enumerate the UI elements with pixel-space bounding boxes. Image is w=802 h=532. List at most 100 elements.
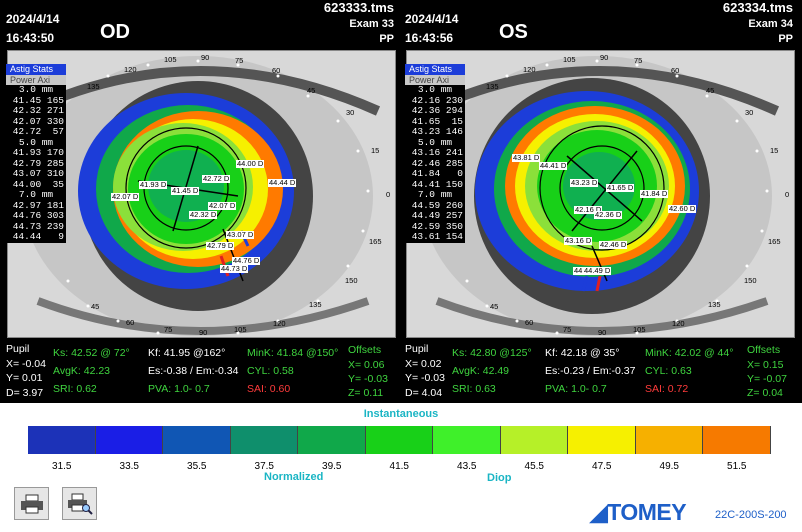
avgk-value: AvgK: 42.49	[452, 365, 510, 377]
os-map-label: 42.60 D	[668, 204, 697, 213]
od-time: 16:43:50	[6, 31, 55, 45]
od-axis-label: 105	[234, 325, 247, 334]
offset-x: X= 0.15	[747, 359, 784, 371]
os-axis-label: 30	[745, 108, 754, 117]
od-axis-label: 120	[273, 319, 286, 328]
sai-value: SAI: 0.60	[247, 383, 291, 395]
scale-swatch	[230, 426, 298, 454]
mink-value: MinK: 42.02 @ 44°	[645, 347, 734, 359]
cyl-value: CYL: 0.58	[247, 365, 294, 377]
scale-swatch	[500, 426, 568, 454]
od-axis-label: 45	[307, 86, 316, 95]
od-map-label: 42.79 D	[206, 241, 235, 250]
od-axis-label: 105	[164, 55, 177, 64]
astig-row: 42.72 57	[12, 126, 64, 137]
os-axis-label: 165	[768, 237, 781, 246]
os-astig-stats: Astig Stats Power Axi 3.0 mm 42.16 230 4…	[405, 64, 465, 243]
scale-tick-label: 51.5	[727, 461, 747, 472]
pupil-y: Y= -0.03	[405, 372, 445, 384]
od-axis-label: 90	[199, 328, 208, 337]
od-file: 623333.tms	[323, 0, 394, 15]
model-number: 22C-200S-200	[715, 509, 787, 521]
tomey-logo: ◢TOMEY	[590, 499, 687, 525]
os-axis-label: 75	[634, 56, 643, 65]
pupil-y: Y= 0.01	[6, 372, 43, 384]
offset-x: X= 0.06	[348, 359, 385, 371]
os-topography-map[interactable]: 43.81 D 44.41 D 43.23 D 41.65 D 41.84 D …	[406, 50, 795, 338]
offsets-label: Offsets	[747, 344, 781, 356]
os-axis-label: 75	[563, 325, 572, 334]
astig-section: 7.0 mm	[417, 189, 453, 200]
od-map-label: 44.73 D	[220, 264, 249, 273]
astig-section: 3.0 mm	[18, 84, 54, 95]
astig-row: 42.36 294	[411, 105, 463, 116]
astig-row: 44.41 150	[411, 178, 463, 190]
od-axis-label: 60	[272, 66, 281, 75]
pva-value: PVA: 1.0- 0.7	[545, 383, 607, 395]
os-axis-label: 15	[770, 146, 779, 155]
astig-row: 41.93 170	[12, 147, 64, 158]
astig-row: 44.59 260	[411, 199, 463, 211]
astig-row: 41.84 0	[411, 168, 463, 179]
astig-row: 43.61 154	[411, 231, 463, 242]
kf-value: Kf: 41.95 @162°	[148, 347, 226, 359]
print-preview-icon	[67, 493, 93, 515]
os-axis-label: 105	[633, 325, 646, 334]
pupil-x: X= -0.04	[6, 358, 46, 370]
astig-row: 44.44 9	[12, 231, 64, 242]
scale-tick-label: 39.5	[322, 461, 342, 472]
scale-tick-label: 31.5	[52, 461, 72, 472]
od-map-label: 44.44 D	[268, 178, 297, 187]
print-button[interactable]	[14, 487, 49, 520]
scale-tick-label: 41.5	[389, 461, 409, 472]
od-axis-label: 120	[124, 65, 137, 74]
os-axis-label: 45	[706, 86, 715, 95]
astig-row: 42.32 271	[12, 105, 64, 116]
os-file: 623334.tms	[722, 0, 793, 15]
astig-row: 44.49 257	[411, 210, 463, 221]
map-type-label: Instantaneous	[363, 408, 439, 420]
scale-swatch	[28, 426, 96, 454]
scale-swatch	[433, 426, 501, 454]
astig-row: 42.79 285	[12, 157, 64, 169]
kf-value: Kf: 42.18 @ 35°	[545, 347, 620, 359]
os-axis-label: 90	[598, 328, 607, 337]
od-axis-label: 90	[201, 53, 210, 62]
od-map-label: 44.00 D	[236, 159, 265, 168]
od-astig-stats: Astig Stats Power Axi 3.0 mm 41.45 165 4…	[6, 64, 66, 243]
es-em-value: Es:-0.23 / Em:-0.37	[545, 365, 636, 377]
od-axis-label: 75	[235, 56, 244, 65]
os-map-label: 41.84 D	[640, 189, 669, 198]
astig-row: 42.16 230	[411, 94, 463, 106]
os-map-label: 43.23 D	[570, 178, 599, 187]
mink-value: MinK: 41.84 @150°	[247, 347, 339, 359]
offset-z: Z= 0.04	[747, 387, 783, 399]
sri-value: SRI: 0.63	[452, 383, 496, 395]
pupil-label: Pupil	[6, 343, 30, 355]
scale-swatch	[568, 426, 636, 454]
os-axis-label: 60	[671, 66, 680, 75]
astig-section: 5.0 mm	[417, 136, 453, 148]
logo-text: TOMEY	[607, 499, 687, 525]
od-indices: Pupil X= -0.04 Y= 0.01 D= 3.97 Ks: 42.52…	[3, 341, 400, 401]
es-em-value: Es:-0.38 / Em:-0.34	[148, 365, 239, 377]
os-map-label: 42.36 D	[594, 210, 623, 219]
od-eye-label: OD	[100, 21, 130, 43]
astig-row: 44.73 239	[12, 220, 64, 232]
pupil-label: Pupil	[405, 343, 429, 355]
astig-section: 5.0 mm	[18, 136, 54, 148]
scale-swatch	[95, 426, 163, 454]
od-topography-map[interactable]: 44.00 D 42.72 D 41.93 D 41.45 D 44.44 D …	[7, 50, 396, 338]
astig-section: 3.0 mm	[417, 84, 453, 95]
od-map-label: 41.45 D	[171, 186, 200, 195]
od-map-graphic	[23, 56, 381, 336]
print-preview-button[interactable]	[62, 487, 97, 520]
os-axis-label: 135	[486, 82, 499, 91]
os-axis-label: 150	[744, 276, 757, 285]
cyl-value: CYL: 0.63	[645, 365, 692, 377]
od-panel: 2024/4/14 16:43:50 OD 623333.tms Exam 33…	[3, 0, 400, 340]
normalized-label: Normalized	[264, 471, 324, 483]
ks-value: Ks: 42.52 @ 72°	[53, 347, 130, 359]
astig-row: 42.97 181	[12, 199, 64, 211]
astig-row: 41.65 15	[411, 115, 463, 127]
